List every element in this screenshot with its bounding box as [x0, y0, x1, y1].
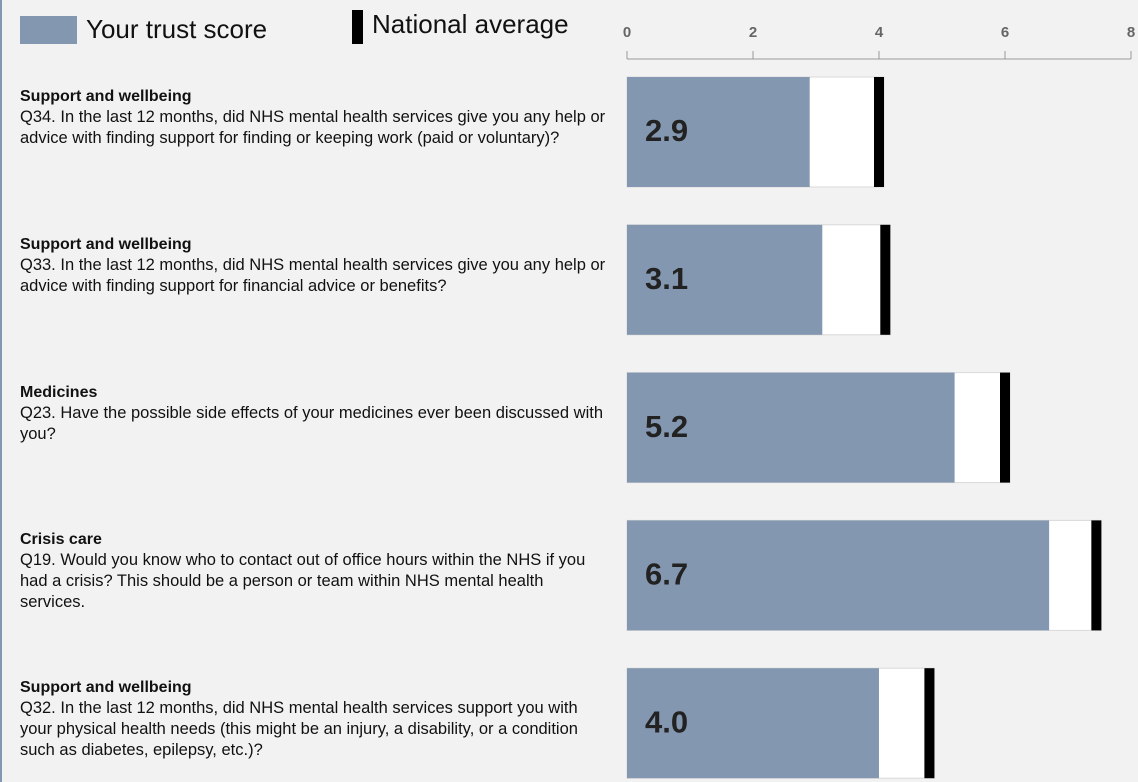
- bar-value-label: 3.1: [645, 261, 688, 296]
- x-tick-label: 2: [749, 24, 757, 41]
- x-tick-label: 6: [1001, 24, 1009, 41]
- row-text: Support and wellbeing Q34. In the last 12…: [20, 86, 610, 149]
- bar-value-label: 2.9: [645, 113, 688, 148]
- legend-label: National average: [372, 9, 569, 39]
- national-average-marker: [1000, 372, 1010, 483]
- question-text: Q33. In the last 12 months, did NHS ment…: [20, 255, 606, 295]
- bar: [627, 77, 810, 187]
- section-label: Medicines: [20, 383, 98, 401]
- row-text: Crisis care Q19. Would you know who to co…: [20, 529, 610, 613]
- section-label: Crisis care: [20, 531, 102, 549]
- bar: [627, 668, 879, 779]
- legend-swatch: [20, 16, 77, 44]
- bar-value-label: 4.0: [645, 704, 688, 739]
- bar: [627, 372, 955, 483]
- x-tick-label: 4: [875, 24, 884, 41]
- section-label: Support and wellbeing: [20, 88, 192, 105]
- row-text: Medicines Q23. Have the possible side eff…: [20, 382, 610, 445]
- section-label: Support and wellbeing: [20, 235, 192, 253]
- row-text: Support and wellbeing Q32. In the last 12…: [20, 677, 610, 761]
- legend-swatch: [352, 10, 363, 44]
- bar: [627, 520, 1050, 631]
- question-text: Q32. In the last 12 months, did NHS ment…: [20, 699, 578, 760]
- bar-value-label: 6.7: [645, 557, 688, 592]
- bar-value-label: 5.2: [645, 409, 688, 444]
- question-text: Q19. Would you know who to contact out o…: [20, 551, 586, 612]
- question-text: Q34. In the last 12 months, did NHS ment…: [20, 108, 606, 147]
- national-average-marker: [924, 668, 935, 779]
- national-average-marker: [1091, 520, 1102, 631]
- legend-label: Your trust score: [86, 14, 267, 44]
- x-tick-label: 8: [1127, 24, 1135, 41]
- question-text: Q23. Have the possible side effects of y…: [20, 403, 604, 443]
- national-average-marker: [880, 224, 891, 335]
- x-tick-label: 0: [623, 24, 631, 41]
- bar: [627, 224, 823, 335]
- section-label: Support and wellbeing: [20, 679, 192, 697]
- row-text: Support and wellbeing Q33. In the last 12…: [20, 234, 610, 297]
- national-average-marker: [874, 77, 884, 187]
